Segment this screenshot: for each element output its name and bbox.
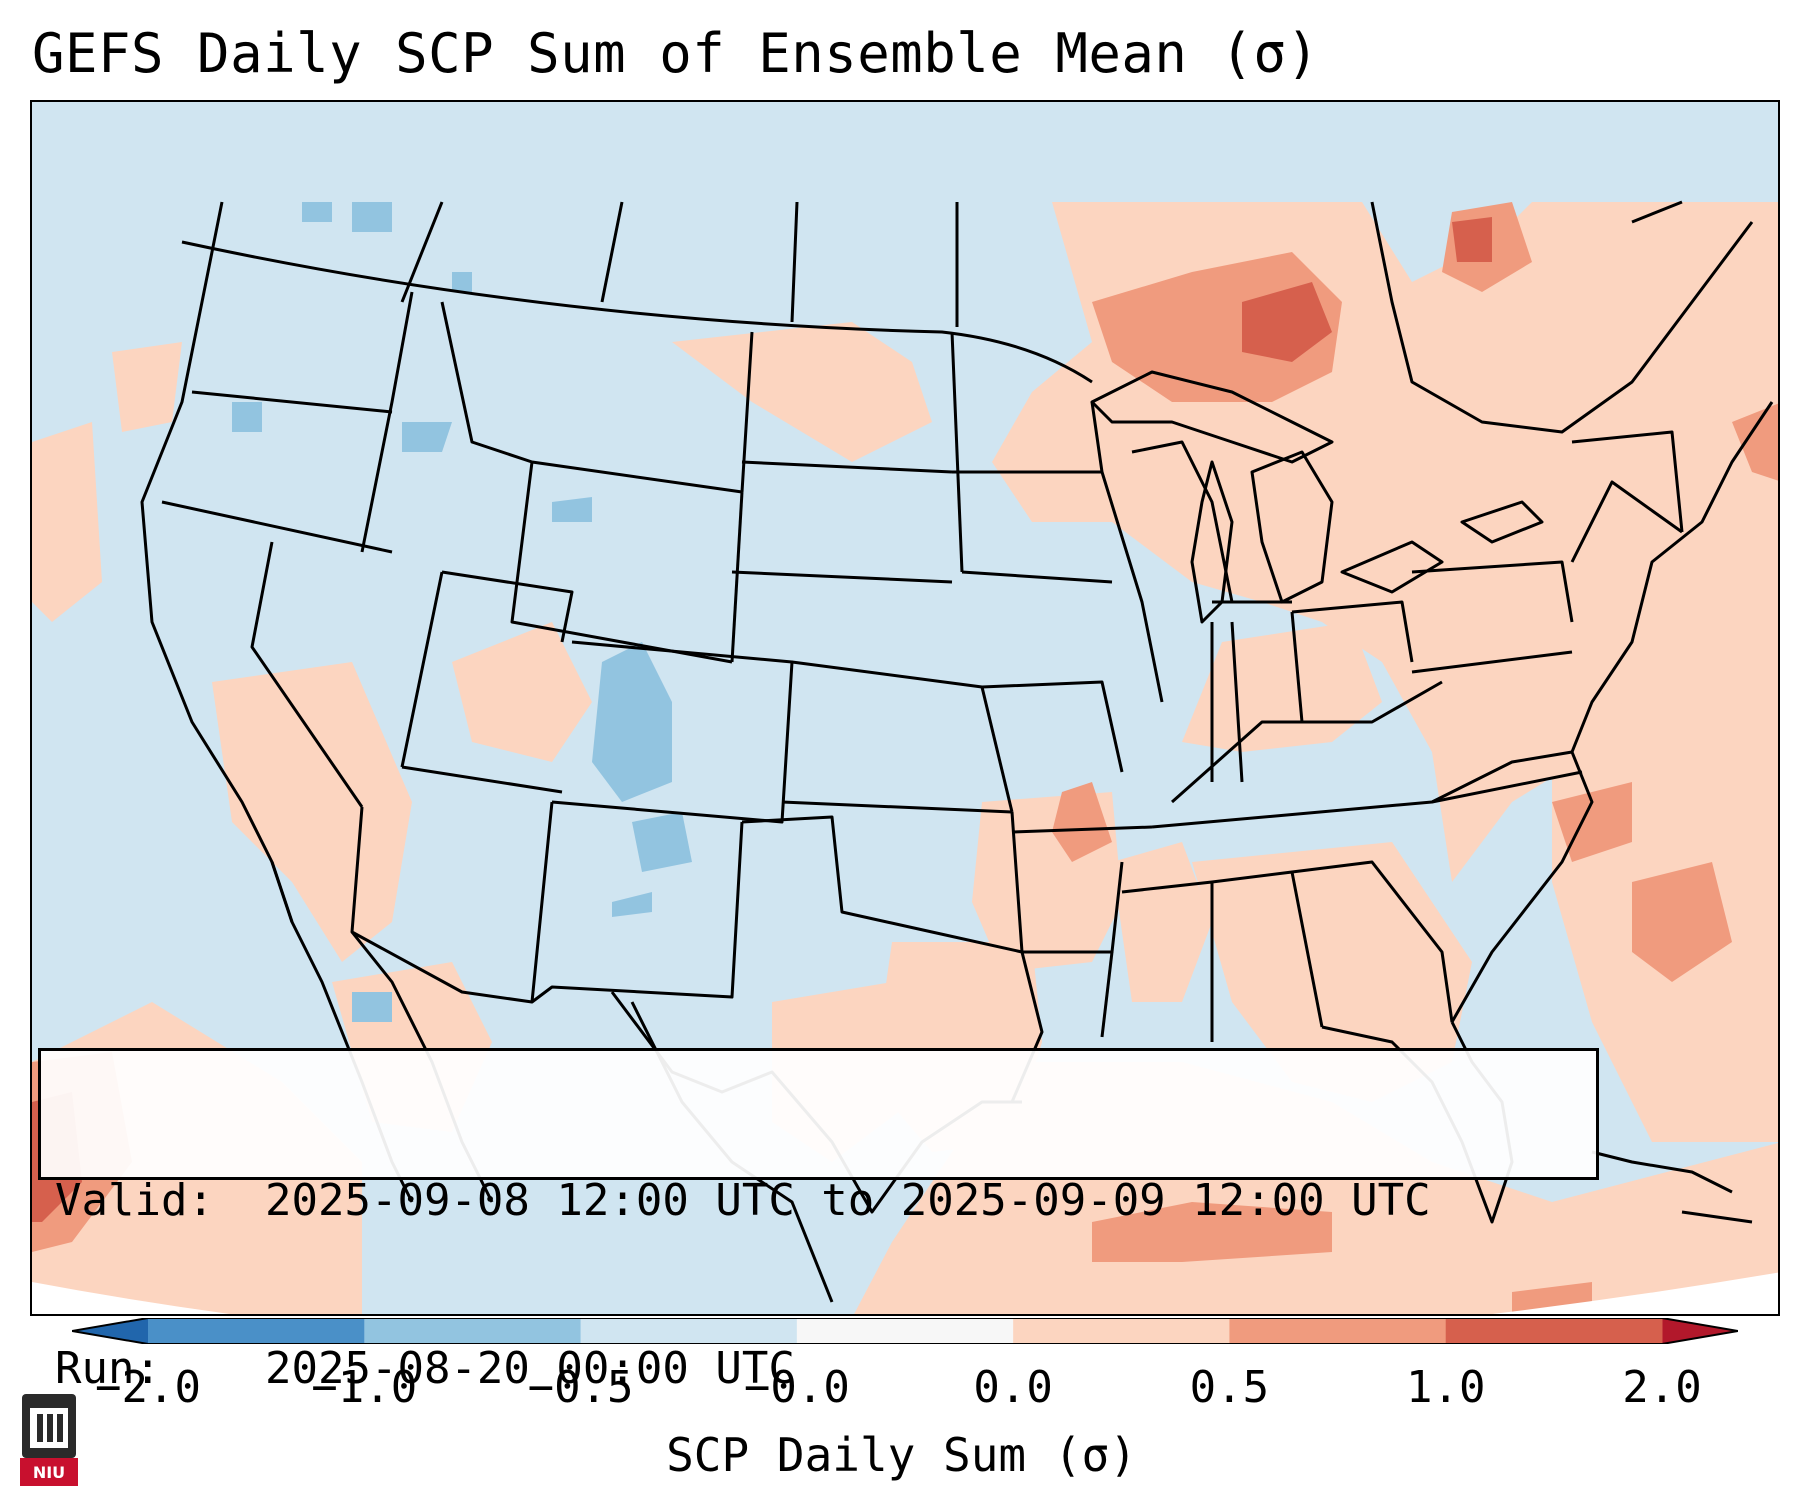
valid-row: Valid: 2025-09-08 12:00 UTC to 2025-09-09…: [55, 1173, 1582, 1229]
colorbar-bin: [796, 1318, 1014, 1344]
map-title: GEFS Daily SCP Sum of Ensemble Mean (σ): [32, 22, 1320, 85]
colorbar-tick-label: 1.0: [1405, 1362, 1486, 1413]
logo-badge: [20, 1458, 78, 1486]
validity-info-box: Valid: 2025-09-08 12:00 UTC to 2025-09-09…: [38, 1048, 1599, 1394]
colorbar-tick-label: −2.0: [95, 1362, 201, 1413]
colorbar-bin: [364, 1318, 582, 1344]
colorbar-tick-label: −0.5: [527, 1362, 634, 1413]
colorbar-bin: [580, 1318, 798, 1344]
valid-label: Valid:: [55, 1175, 214, 1226]
colorbar-bin: [1229, 1318, 1447, 1344]
colorbar-tick-label: −0.0: [743, 1362, 850, 1413]
colorbar: [72, 1318, 1738, 1344]
colorbar-extend-low: [72, 1318, 148, 1344]
colorbar-bin: [148, 1318, 365, 1344]
colorbar-extend-high: [1662, 1318, 1738, 1344]
colorbar-bin: [1445, 1318, 1663, 1344]
colorbar-tick-label: 2.0: [1622, 1362, 1702, 1413]
valid-value: 2025-09-08 12:00 UTC to 2025-09-09 12:00…: [265, 1175, 1431, 1226]
run-value: 2025-08-20 00:00 UTC: [265, 1343, 795, 1394]
colorbar-tick-label: 0.0: [973, 1362, 1053, 1413]
run-label: Run:: [55, 1343, 161, 1394]
colorbar-tick-label: −1.0: [311, 1362, 418, 1413]
negative-anomaly-layer: [232, 202, 692, 1022]
colorbar-label: SCP Daily Sum (σ): [666, 1428, 1137, 1482]
colorbar-bin: [1013, 1318, 1230, 1344]
niu-logo: NIU: [20, 1394, 78, 1486]
run-row: Run: 2025-08-20 00:00 UTC: [55, 1341, 1582, 1397]
colorbar-tick-label: 0.5: [1189, 1362, 1270, 1413]
moderate-anomaly-layer: [32, 202, 1778, 1314]
map-edge-white: [32, 1272, 1778, 1314]
logo-text: NIU: [33, 1463, 65, 1482]
